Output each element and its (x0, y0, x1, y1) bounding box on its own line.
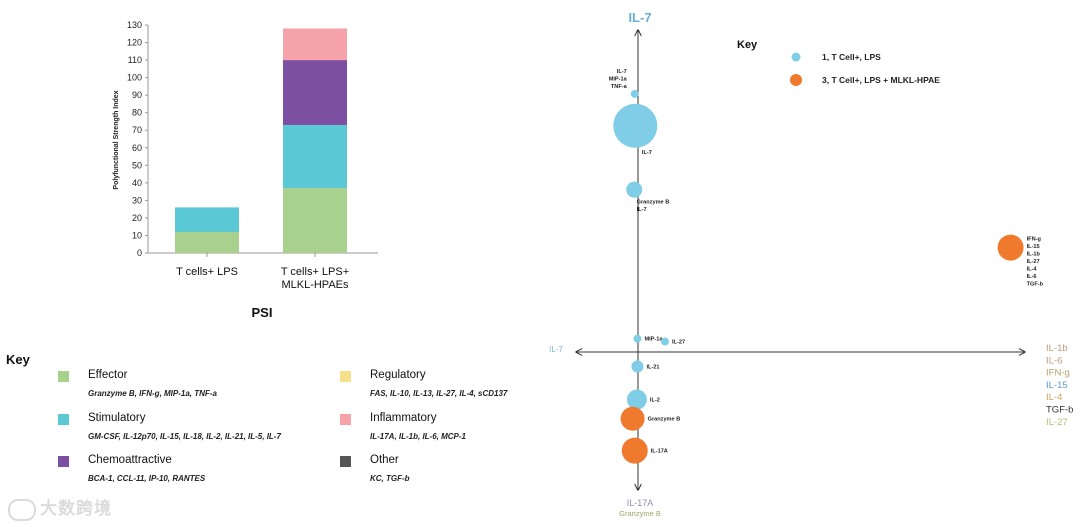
legend-swatch (58, 371, 69, 382)
bubble-point (620, 406, 645, 431)
bubble-legend-marker (790, 74, 802, 86)
bar-y-tick-label: 120 (127, 38, 142, 48)
bubble-legend-title: Key (737, 39, 758, 51)
legend-swatch (58, 414, 69, 425)
bar-y-tick-label: 20 (132, 213, 142, 223)
bubble-point (626, 181, 643, 198)
x-axis-right-label: IL-27 (1046, 417, 1068, 428)
bubble-point (621, 437, 648, 464)
bubble-label: Granzyme B (648, 417, 681, 423)
legend-swatch (340, 456, 351, 467)
bubble-label: MIP-1a (609, 76, 628, 82)
bar-y-tick-label: 10 (132, 230, 142, 240)
bar-category-label: T cells+ LPS (176, 266, 238, 278)
legend-item-members: Granzyme B, IFN-g, MIP-1a, TNF-a (88, 389, 217, 398)
bubble-label: IL-4 (1027, 267, 1038, 273)
bar-y-tick-label: 30 (132, 195, 142, 205)
bar-segment-chemoattractive (283, 60, 347, 125)
y-axis-bottom-label: Granzyme B (619, 509, 661, 518)
bar-y-tick-label: 60 (132, 143, 142, 153)
stacked-bar-chart: 0 10 20 30 40 50 60 70 80 90 100 110 120 130 T cells+… (113, 20, 378, 320)
legend-item-name: Regulatory (370, 369, 426, 381)
bar-y-tick-label: 70 (132, 125, 142, 135)
bubble-legend-label: 1, T Cell+, LPS (822, 52, 881, 62)
bubble-point (630, 89, 639, 98)
legend-item-name: Stimulatory (88, 412, 146, 424)
x-axis-right-label: IL-6 (1046, 355, 1062, 366)
legend-item-name: Other (370, 454, 399, 466)
x-axis-right-label: IL-15 (1046, 380, 1068, 391)
bubble-label: IL-27 (672, 340, 685, 346)
bubble-label: IL-7 (642, 150, 652, 156)
legend-swatch (58, 456, 69, 467)
bar-category-label: MLKL-HPAEs (281, 279, 349, 291)
x-axis-right-label: TGF-b (1046, 405, 1073, 416)
bar-y-tick-label: 80 (132, 108, 142, 118)
bubble-label: IL-6 (1027, 274, 1037, 280)
legend-item-name: Chemoattractive (88, 454, 172, 466)
y-axis-bottom-label: IL-17A (627, 498, 654, 508)
bubble-point (661, 337, 669, 346)
bubble-point (997, 234, 1024, 261)
bubble-label: MIP-1a (644, 337, 663, 343)
bar-segment-inflammatory (283, 28, 347, 61)
bubble-point (613, 103, 658, 148)
bar-category-label: T cells+ LPS+ (281, 266, 349, 278)
bubble-point (626, 389, 647, 410)
bar-segment-stimulatory (283, 124, 347, 189)
x-axis-right-label: IL-4 (1046, 392, 1062, 403)
legend-item-members: IL-17A, IL-1b, IL-6, MCP-1 (370, 432, 467, 441)
bubble-legend-label: 3, T Cell+, LPS + MLKL-HPAE (822, 75, 940, 85)
bubble-label: Granzyme B (637, 200, 670, 206)
bubble-label: TNF-a (611, 84, 628, 90)
legend-item-members: BCA-1, CCL-11, IP-10, RANTES (88, 474, 206, 483)
bar-segment-effector (175, 231, 239, 253)
bar-chart-title: PSI (252, 305, 273, 320)
bar-y-tick-label: 110 (128, 55, 142, 65)
bubble-label: IL-21 (646, 365, 659, 371)
bubble-label: IL-27 (1027, 259, 1040, 265)
bar-y-axis-label: Polyfunctional Strength Index (113, 90, 120, 189)
bar-y-tick-label: 90 (132, 90, 142, 100)
bubble-label: IL-15 (1027, 244, 1040, 250)
bubble-chart-title: IL-7 (628, 10, 651, 25)
bar-y-tick-label: 100 (127, 73, 142, 83)
watermark-logo-icon (8, 498, 36, 521)
legend-item-name: Inflammatory (370, 412, 437, 424)
bubble-label: IL-7 (637, 207, 647, 213)
bar-segment-effector (283, 188, 347, 253)
bubble-label: IFN-g (1027, 237, 1042, 243)
bubble-label: TGF-b (1027, 282, 1044, 288)
x-axis-left-label: IL-7 (549, 345, 563, 354)
legend-swatch (340, 414, 351, 425)
bubble-label: IL-1b (1027, 252, 1041, 258)
bubble-label: IL-2 (650, 398, 660, 404)
legend-title: Key (6, 352, 30, 367)
bubble-label: IL-7 (617, 69, 627, 75)
legend-item-members: KC, TGF-b (370, 474, 410, 483)
x-axis-right-label: IFN-g (1046, 368, 1070, 379)
bubble-point (633, 334, 642, 343)
bar-y-tick-label: 50 (132, 160, 142, 170)
legend-item-members: FAS, IL-10, IL-13, IL-27, IL-4, sCD137 (370, 389, 508, 398)
bubble-label: IL-17A (651, 449, 668, 455)
legend-swatch (340, 371, 351, 382)
legend-item-members: GM-CSF, IL-12p70, IL-15, IL-18, IL-2, IL… (88, 432, 281, 441)
bar-y-tick-label: 130 (127, 20, 142, 30)
bubble-point (631, 360, 644, 373)
watermark: 大数跨境 (8, 494, 112, 521)
bar-y-tick-label: 0 (137, 248, 142, 258)
bar-y-tick-label: 40 (132, 178, 142, 188)
bubble-legend-marker (791, 52, 801, 62)
x-axis-right-label: IL-1b (1046, 343, 1068, 354)
legend-item-name: Effector (88, 369, 128, 381)
bar-segment-stimulatory (175, 207, 239, 232)
